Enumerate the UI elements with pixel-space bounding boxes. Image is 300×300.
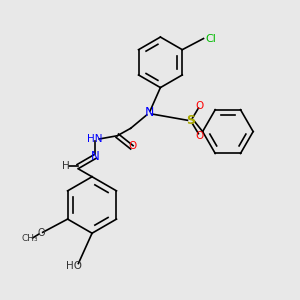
Text: Cl: Cl [206,34,216,44]
Text: CH₃: CH₃ [21,234,38,243]
Text: O: O [128,141,136,152]
Text: HN: HN [87,134,103,144]
Text: O: O [37,228,45,238]
Text: H: H [62,161,70,171]
Text: O: O [196,131,204,141]
Text: O: O [196,101,204,111]
Text: S: S [187,114,196,128]
Text: N: N [145,106,154,119]
Text: N: N [91,150,99,163]
Text: HO: HO [66,261,82,271]
